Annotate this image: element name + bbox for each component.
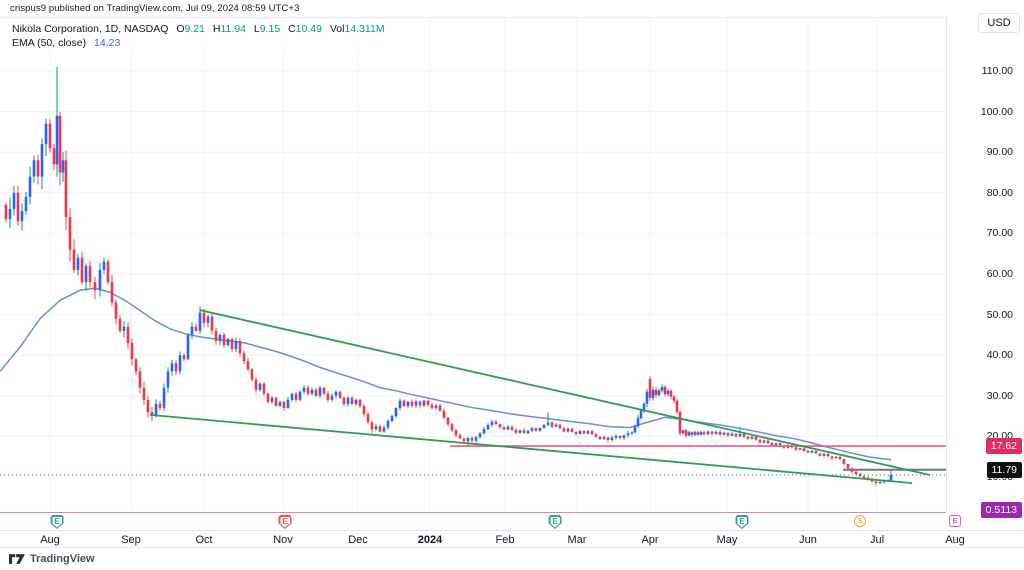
- time-axis-label-aug: Aug: [945, 534, 965, 546]
- price-line-badge-all-time-low: 0.5113: [980, 502, 1022, 518]
- open-value: 9.21: [184, 23, 205, 35]
- high-label: H: [212, 23, 221, 35]
- tradingview-logo[interactable]: TradingView: [9, 553, 95, 565]
- time-axis-label-jun: Jun: [799, 534, 817, 546]
- time-axis[interactable]: Aug Sep Oct Nov Dec 2024 Feb Mar Apr May Jun Jul Aug: [0, 530, 1024, 548]
- time-axis-label-mar: Mar: [567, 534, 587, 546]
- tradingview-logo-icon: [9, 554, 25, 564]
- price-line-badge-support: 11.79: [986, 461, 1022, 478]
- indicator-legend-row[interactable]: EMA (50, close) 14.23: [12, 36, 385, 50]
- volume-value: 14.311M: [344, 23, 385, 35]
- low-label: L: [253, 23, 260, 35]
- event-badge-earnings[interactable]: E: [50, 515, 64, 529]
- publish-info-bar: crispus9 published on TradingView.com, J…: [0, 0, 1024, 18]
- price-tick-label: 60.00: [986, 268, 1013, 280]
- close-value: 10.49: [295, 23, 322, 35]
- symbol-title: Nikola Corporation, 1D, NASDAQ: [12, 23, 169, 35]
- high-value: 11.94: [220, 23, 246, 35]
- footer-bar: TradingView: [0, 547, 1024, 570]
- price-axis[interactable]: USD 110.00 100.00 90.00 80.00 70.00 60.00 50.0…: [946, 13, 1024, 530]
- time-axis-label-dec: Dec: [348, 534, 368, 546]
- price-tick-label: 90.00: [986, 146, 1013, 159]
- price-tick-label: 70.00: [986, 227, 1013, 240]
- event-badge-earnings[interactable]: E: [735, 515, 749, 529]
- time-axis-label-feb: Feb: [495, 534, 515, 546]
- currency-button[interactable]: USD: [978, 13, 1020, 33]
- time-axis-label-2024: 2024: [417, 534, 443, 546]
- time-axis-label-nov: Nov: [273, 534, 293, 546]
- time-axis-label-aug: Aug: [40, 534, 60, 546]
- chart-legend[interactable]: Nikola Corporation, 1D, NASDAQ O9.21 H11…: [8, 21, 389, 51]
- low-value: 9.15: [259, 23, 281, 35]
- price-tick-label: 50.00: [986, 308, 1013, 321]
- event-badge-earnings[interactable]: E: [278, 515, 292, 529]
- volume-label: Vol: [329, 23, 345, 35]
- price-tick-label: 30.00: [986, 389, 1013, 402]
- time-axis-label-apr: Apr: [641, 534, 659, 546]
- time-axis-label-jul: Jul: [869, 534, 885, 546]
- indicator-name: EMA (50, close): [12, 37, 87, 49]
- indicator-value: 14.23: [94, 37, 121, 49]
- chart-plot-area[interactable]: [0, 17, 946, 530]
- event-badge-earnings[interactable]: E: [548, 515, 562, 529]
- close-label: C: [288, 23, 296, 35]
- event-badge-earnings-upcoming[interactable]: E: [949, 515, 961, 527]
- price-tick-label: 80.00: [986, 186, 1013, 199]
- event-badge-split[interactable]: S: [854, 515, 866, 527]
- open-label: O: [176, 23, 185, 35]
- time-axis-label-sep: Sep: [121, 534, 141, 546]
- price-tick-label: 110.00: [981, 65, 1013, 77]
- candlestick-canvas[interactable]: [0, 17, 946, 530]
- symbol-legend-row[interactable]: Nikola Corporation, 1D, NASDAQ O9.21 H11…: [12, 22, 385, 36]
- time-axis-label-may: May: [716, 534, 738, 546]
- price-line-badge-resistance: 17.62: [985, 438, 1022, 455]
- tradingview-logo-text: TradingView: [30, 553, 95, 565]
- time-axis-label-oct: Oct: [195, 534, 213, 546]
- price-tick-label: 40.00: [986, 349, 1013, 362]
- price-tick-label: 100.00: [980, 105, 1013, 118]
- publish-info-text: crispus9 published on TradingView.com, J…: [10, 3, 300, 14]
